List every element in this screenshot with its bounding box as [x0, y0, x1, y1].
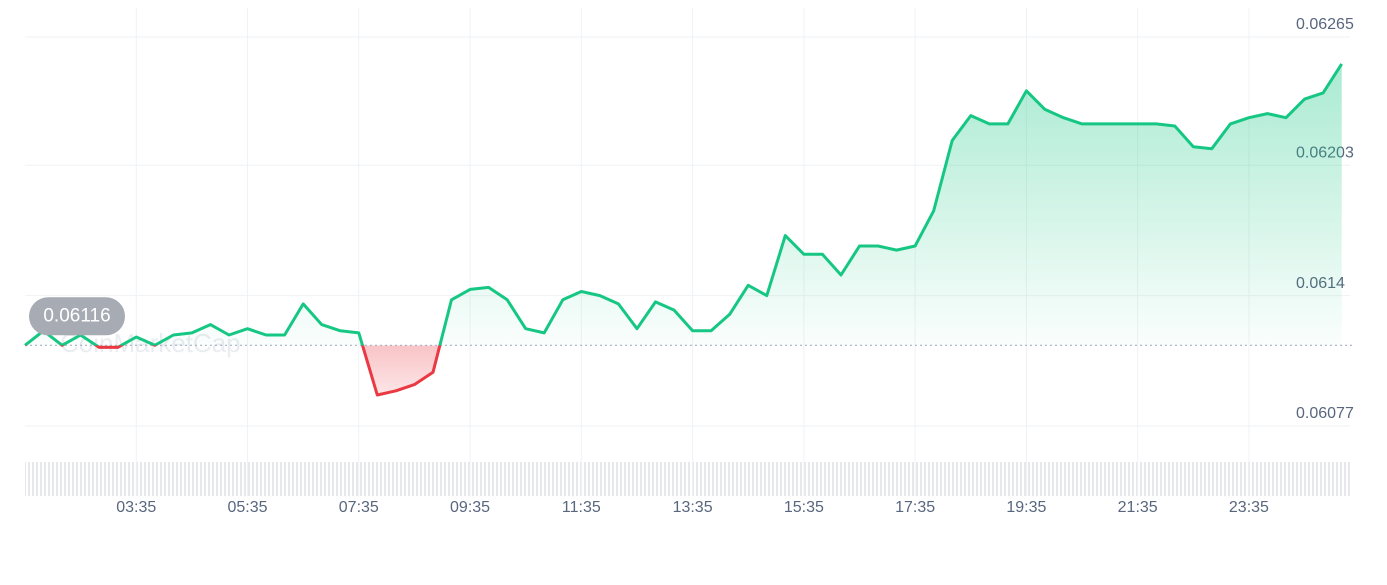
baseline-label: 0.06116 [43, 305, 110, 326]
x-tick-label: 09:35 [450, 499, 490, 516]
x-tick-label: 05:35 [228, 499, 268, 516]
baseline-badge [29, 297, 125, 336]
y-tick-label: 0.06265 [1296, 16, 1354, 33]
x-tick-label: 07:35 [339, 499, 379, 516]
x-tick-label: 13:35 [673, 499, 713, 516]
x-tick-label: 19:35 [1006, 499, 1046, 516]
x-tick-label: 21:35 [1118, 499, 1158, 516]
x-tick-label: 15:35 [784, 499, 824, 516]
x-tick-label: 11:35 [562, 499, 601, 516]
x-tick-label: 03:35 [116, 499, 156, 516]
x-tick-label: 23:35 [1229, 499, 1269, 516]
price-line [24, 63, 1343, 397]
price-area [25, 63, 1342, 396]
y-tick-label: 0.06077 [1296, 405, 1354, 422]
x-tick-label: 17:35 [895, 499, 935, 516]
volume-bars [25, 462, 1350, 496]
